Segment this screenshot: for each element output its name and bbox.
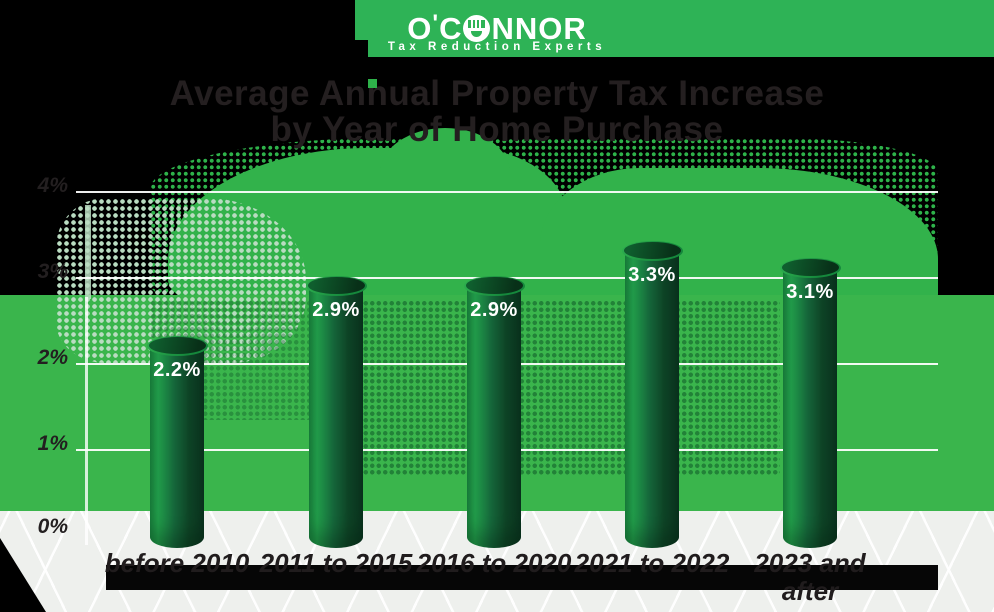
map-light-strip	[85, 205, 91, 299]
header-bar	[355, 0, 994, 57]
x-axis-label: 2016 to 2020	[416, 548, 572, 578]
bar-value-label: 2.2%	[153, 358, 201, 381]
bar-cylinder	[783, 268, 837, 548]
bar-top-ellipse	[305, 275, 367, 296]
bar-top-ellipse	[621, 241, 683, 262]
brand-tagline: Tax Reduction Experts	[387, 41, 607, 53]
logo-o-mark-icon	[463, 15, 491, 42]
x-axis-label: 2021 to 2022	[574, 548, 730, 578]
chart-title-line2: by Year of Home Purchase	[270, 110, 724, 149]
y-axis-label: 3%	[37, 260, 68, 283]
y-axis-label: 0%	[37, 515, 68, 538]
bar-top-ellipse-inner	[148, 336, 206, 354]
bar-top-ellipse	[146, 335, 208, 356]
x-axis-label: 2023 and after	[754, 548, 866, 606]
bar-top-ellipse-inner	[623, 242, 681, 260]
logo-text-c: C	[439, 11, 463, 46]
bar-value-label: 2.9%	[312, 298, 360, 321]
bar-top-ellipse	[463, 275, 525, 296]
bar-top-ellipse	[779, 258, 841, 279]
map-light-pixels	[56, 198, 306, 363]
logo-text-o: O	[407, 11, 433, 46]
bar-top-ellipse-inner	[307, 276, 365, 294]
bar-value-label: 3.1%	[786, 281, 834, 304]
y-axis-label: 1%	[37, 432, 68, 455]
chart-title: Average Annual Property Tax Increase by …	[117, 76, 877, 148]
logo-abacus-band	[468, 20, 486, 28]
title-green-dot	[368, 79, 377, 88]
gridline-4%	[76, 191, 938, 193]
bar-top-ellipse-inner	[465, 276, 523, 294]
bar-cylinder	[309, 285, 363, 548]
logo-text-nnor: NNOR	[491, 11, 587, 46]
bar-value-label: 3.3%	[628, 264, 676, 287]
x-label-band	[106, 565, 938, 590]
map-dark-dots	[330, 300, 780, 475]
header-notch	[355, 40, 368, 57]
y-axis-line	[85, 297, 88, 545]
logo-apostrophe: '	[432, 10, 440, 37]
bar-cylinder	[467, 285, 521, 548]
brand-logo: O'C NNOR	[300, 7, 694, 46]
y-axis-label: 2%	[37, 346, 68, 369]
bar-top-ellipse-inner	[781, 259, 839, 277]
logo-smile-shape	[471, 31, 483, 37]
chart-title-line1: Average Annual Property Tax Increase	[169, 74, 825, 113]
bar-cylinder	[150, 345, 204, 548]
y-axis-label: 4%	[37, 174, 68, 197]
bar-value-label: 2.9%	[470, 298, 518, 321]
bar-cylinder	[625, 251, 679, 548]
x-axis-label: 2011 to 2015	[259, 548, 413, 578]
x-axis-label: before 2010	[104, 548, 250, 578]
